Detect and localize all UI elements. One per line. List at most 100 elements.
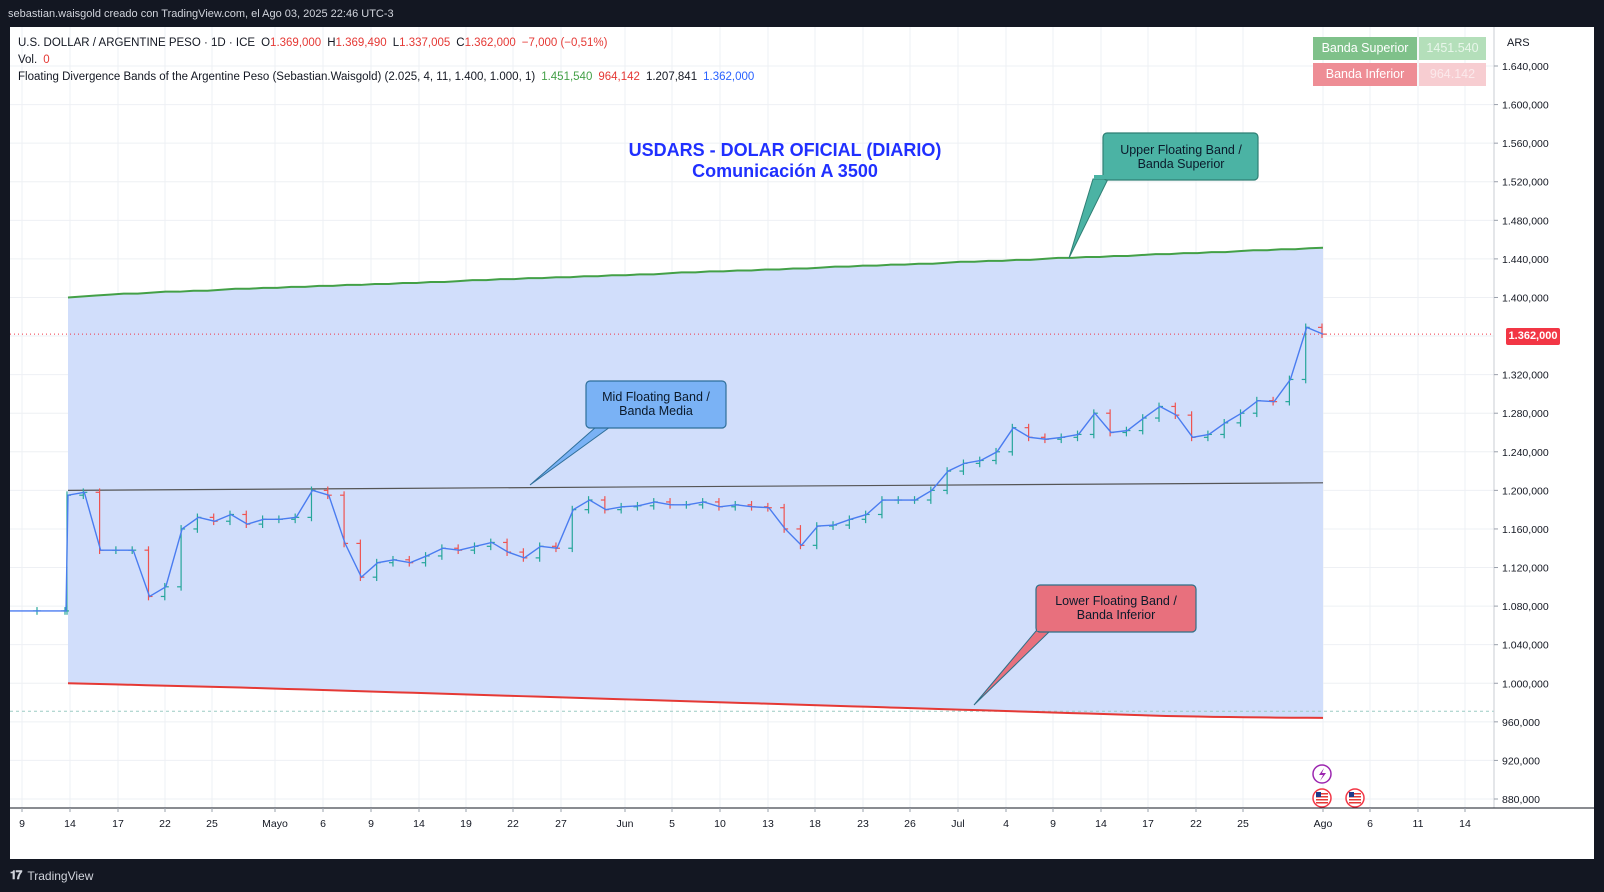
mid-callout-line1: Mid Floating Band / (602, 390, 710, 404)
chart-title: USDARS - DOLAR OFICIAL (DIARIO) Comunica… (620, 140, 950, 182)
chart-caption: sebastian.waisgold creado con TradingVie… (0, 0, 1604, 27)
price-tick-label: 1.560,000 (1502, 138, 1549, 150)
mid-band-line (67, 482, 1324, 491)
time-tick-label: 22 (507, 818, 519, 830)
time-tick-label: 10 (714, 818, 726, 830)
symbol-legend-row: U.S. DOLLAR / ARGENTINE PESO · 1D · ICE O… (18, 35, 760, 52)
chart-svg[interactable]: 1.640,000 1.600,000 1.560,000 1.520,000 1.48… (10, 27, 1594, 859)
lower-callout (973, 584, 1197, 706)
upper-callout (1068, 132, 1259, 259)
chart-legend: U.S. DOLLAR / ARGENTINE PESO · 1D · ICE O… (18, 35, 760, 86)
time-tick-label: 18 (809, 818, 821, 830)
lower-callout-line1: Lower Floating Band / (1055, 594, 1177, 608)
upper-callout-box (1102, 132, 1259, 181)
us-flag-stripe (1316, 799, 1328, 801)
time-tick-label: 22 (1190, 818, 1202, 830)
price-tick-label: 1.520,000 (1502, 177, 1549, 189)
price-tick-label: 1.600,000 (1502, 100, 1549, 112)
us-flag-canton (1349, 792, 1354, 797)
price-tick-label: 1.320,000 (1502, 370, 1549, 382)
volume-label: Vol. (18, 54, 38, 66)
time-tick-label: 25 (1237, 818, 1249, 830)
us-flag-event-icon (1345, 788, 1365, 808)
upper-callout-pointer (1068, 178, 1109, 259)
time-tick-label: 19 (460, 818, 472, 830)
price-tick-label: 880,000 (1502, 794, 1540, 806)
us-flag-event-icon (1312, 788, 1332, 808)
time-tick-label: 17 (1142, 818, 1154, 830)
change-value: −7,000 (−0,51%) (521, 37, 608, 49)
mid-callout-joint (597, 422, 610, 427)
symbol-name[interactable]: U.S. DOLLAR / ARGENTINE PESO · 1D · ICE (18, 37, 256, 49)
us-flag-canton (1316, 792, 1321, 797)
upper-band-value: 1451.540 (1426, 41, 1479, 55)
price-tick-label: 1.160,000 (1502, 524, 1549, 536)
time-tick-label: 9 (19, 818, 25, 830)
us-flag-stripe (1316, 802, 1328, 804)
time-tick-label: 6 (1367, 818, 1373, 830)
time-tick-label: 5 (669, 818, 675, 830)
price-tick-label: 1.480,000 (1502, 215, 1549, 227)
mid-callout (529, 380, 727, 486)
open-value: 1.369,000 (270, 37, 322, 49)
lower-callout-text: Lower Floating Band / Banda Inferior (1036, 594, 1196, 622)
time-tick-label: 22 (159, 818, 171, 830)
lower-callout-box (1035, 584, 1197, 633)
indicator-mid-value: 1.207,841 (645, 71, 698, 83)
time-tick-label: 14 (413, 818, 425, 830)
close-value: 1.362,000 (464, 37, 516, 49)
volume-value: 0 (43, 54, 50, 66)
lightning-icon (1319, 768, 1326, 781)
time-tick-label: 27 (555, 818, 567, 830)
price-tick-label: 960,000 (1502, 717, 1540, 729)
mid-callout-line2: Banda Media (619, 404, 693, 418)
usdars-price-line (10, 326, 1324, 612)
us-flag-stripe (1349, 793, 1361, 795)
us-flag-stripe (1349, 799, 1361, 801)
bands (67, 246, 1324, 719)
price-line (10, 326, 1324, 612)
close-label: C (456, 37, 465, 49)
upper-band-line (67, 246, 1324, 299)
high-value: 1.369,490 (335, 37, 387, 49)
lower-band-value-box: 964.142 (1419, 63, 1486, 86)
time-tick-label: 23 (857, 818, 869, 830)
upper-band-label: Banda Superior (1321, 41, 1409, 55)
low-label: L (392, 37, 400, 49)
caption-text: sebastian.waisgold creado con TradingVie… (8, 8, 394, 20)
price-tick-label: 1.240,000 (1502, 447, 1549, 459)
price-tick-label: 1.040,000 (1502, 640, 1549, 652)
price-tick-label: 1.120,000 (1502, 563, 1549, 575)
us-flag-stripe (1316, 793, 1328, 795)
open-label: O (261, 37, 271, 49)
chart-area[interactable]: 1.640,000 1.600,000 1.560,000 1.520,000 1.48… (10, 27, 1594, 859)
upper-callout-text: Upper Floating Band / Banda Superior (1103, 143, 1259, 171)
time-tick-label: Ago (1314, 818, 1333, 830)
us-flag-circle (1345, 788, 1365, 808)
upper-callout-line2: Banda Superior (1137, 157, 1225, 171)
high-label: H (327, 37, 336, 49)
us-flag-stripe (1316, 796, 1328, 798)
time-tick-label: 6 (320, 818, 326, 830)
price-tick-label: 1.080,000 (1502, 601, 1549, 613)
time-tick-label: 4 (1003, 818, 1009, 830)
price-tick-label: 920,000 (1502, 755, 1540, 767)
mid-callout-box (585, 380, 727, 429)
indicator-legend-row: Floating Divergence Bands of the Argenti… (18, 69, 760, 86)
tradingview-logo[interactable]: 𝟏𝟕 TradingView (10, 868, 93, 883)
upper-callout-line1: Upper Floating Band / (1120, 143, 1242, 157)
lower-callout-line2: Banda Inferior (1076, 608, 1156, 622)
price-tick-label: 1.000,000 (1502, 678, 1549, 690)
volume-legend-row: Vol. 0 (18, 52, 760, 69)
lower-band-value: 964.142 (1429, 67, 1476, 81)
price-tick-label: 1.440,000 (1502, 254, 1549, 266)
time-tick-label: 14 (1459, 818, 1471, 830)
indicator-lower-value: 964,142 (598, 71, 640, 83)
currency-label[interactable]: ARS (1507, 37, 1530, 49)
time-tick-label: 17 (112, 818, 124, 830)
event-markers (1312, 764, 1365, 808)
tradingview-logo-icon: 𝟏𝟕 (10, 868, 22, 882)
time-tick-label: Mayo (262, 818, 288, 830)
time-tick-label: 26 (904, 818, 916, 830)
indicator-name[interactable]: Floating Divergence Bands of the Argenti… (18, 71, 536, 83)
